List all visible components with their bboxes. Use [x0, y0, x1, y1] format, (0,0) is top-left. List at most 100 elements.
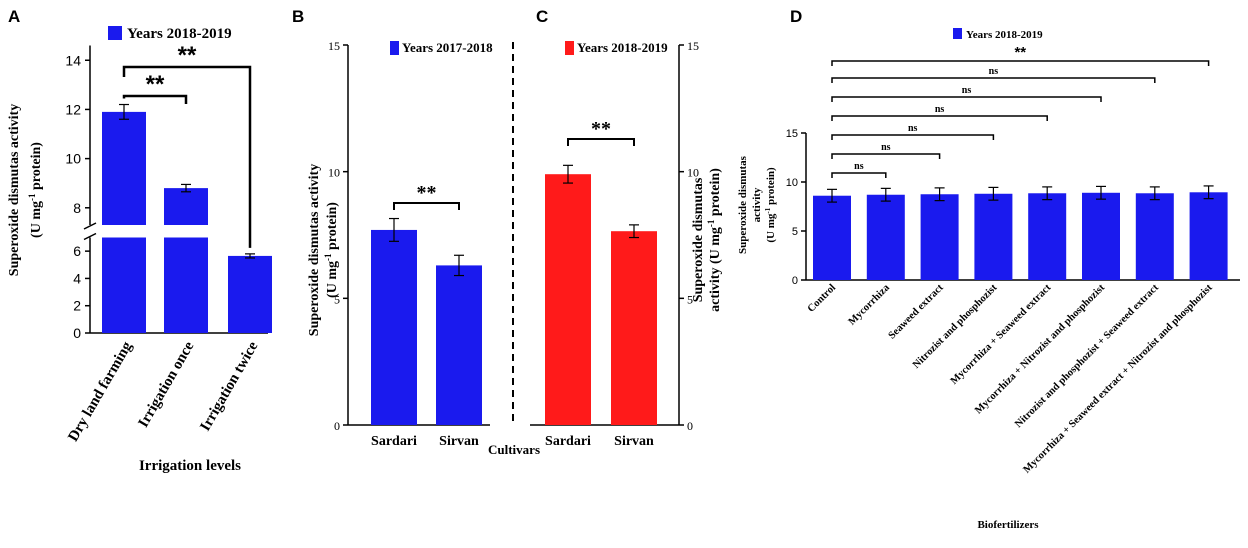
panel-d-legend-label: Years 2018-2019 — [966, 29, 1043, 41]
panel-a-ytick-label: 4 — [73, 270, 81, 286]
panel-a-legend-label: Years 2018-2019 — [127, 26, 232, 42]
panel-a-xlabels: Dry land farming Irrigation once Irrigatio… — [65, 339, 261, 445]
panel-d-sig-5-label: ns — [962, 85, 972, 96]
panel-d-sig-4-label: ns — [935, 104, 945, 115]
panel-c-letter: C — [536, 7, 548, 26]
panel-a: A Years 2018-2019 Superoxide dismutas ac… — [7, 7, 272, 474]
panel-a-sig-1-bracket — [122, 94, 188, 104]
panel-d-ylabel-line3: (U mg-1 protein) — [764, 167, 777, 243]
panel-a-sig-1-label: ** — [146, 71, 165, 98]
panel-b-legend-label: Years 2017-2018 — [402, 40, 493, 55]
panel-a-xlabel: Irrigation levels — [139, 458, 241, 474]
panel-a-bar — [102, 111, 146, 225]
panel-a-category-label: Irrigation twice — [197, 339, 261, 434]
panel-d-sig-3-label: ns — [908, 123, 918, 134]
panel-d-sig-2-label: ns — [881, 142, 891, 153]
panel-b-ylabel-line1: Superoxide dismutas activity — [307, 164, 322, 336]
panel-c-ylabel-line2: activity (U mg-1 protein) — [706, 168, 723, 312]
panel-d-bar — [920, 194, 959, 280]
panel-d-category-label: Control — [806, 282, 838, 314]
panel-a-bars: ** ** — [102, 42, 272, 333]
panel-c-ytick-label: 5 — [687, 292, 693, 306]
panel-d-ytick-label: 5 — [792, 226, 798, 238]
panel-c-ylabel-line1: Superoxide dismutas — [691, 177, 706, 302]
panel-a-ytick-label: 12 — [65, 101, 81, 117]
panel-a-axes: 0 2 4 6 8 10 12 14 — [65, 45, 268, 341]
panel-b-bar — [371, 229, 417, 425]
panel-c-legend-label: Years 2018-2019 — [577, 40, 668, 55]
panel-b-ytick-label: 0 — [334, 419, 340, 433]
panel-d-sig-1-bracket — [831, 172, 887, 178]
panel-c-category-label: Sardari — [545, 434, 591, 449]
panel-d-sig-2-bracket — [831, 153, 941, 159]
panel-a-bar — [164, 188, 208, 225]
panel-d-sig-7-bracket — [831, 60, 1210, 66]
panel-b-sig-bracket — [393, 202, 460, 210]
panel-d-ylabel-line1: Superoxide dismutas — [737, 155, 749, 254]
panel-a-ytick-label: 14 — [65, 52, 81, 68]
panel-d-category-label: Mycorrhiza — [847, 282, 893, 328]
panel-d-bar — [813, 195, 851, 280]
panel-c-sig-label: ** — [591, 118, 611, 140]
panel-b-category-label: Sirvan — [439, 434, 479, 449]
panel-d-sig-4-bracket — [831, 115, 1048, 121]
panel-d-bar — [1028, 193, 1067, 280]
panel-a-ytick-label: 0 — [73, 325, 81, 341]
panel-b-ytick-label: 10 — [328, 166, 340, 180]
panel-d-sig-6-label: ns — [989, 66, 999, 77]
panel-d-category-label: Mycorrhiza + Seaweed extract + Nitrozist… — [1021, 282, 1215, 476]
panel-d-bar — [974, 193, 1013, 280]
panel-a-bar-lower — [102, 237, 146, 333]
panel-a-axis-break-upper — [83, 222, 97, 230]
panel-d-sig-1-label: ns — [854, 161, 864, 172]
panel-d: D Years 2018-2019 Superoxide dismutas ac… — [737, 7, 1240, 531]
panel-d-legend-swatch — [953, 28, 962, 39]
panel-b-bars: Sardari Sirvan ** — [371, 182, 482, 449]
panel-c-ytick-label: 15 — [687, 39, 699, 53]
panel-d-sig-3-bracket — [831, 134, 995, 140]
panel-a-bar — [228, 255, 272, 333]
panel-a-letter: A — [8, 7, 20, 26]
panel-b-sig-label: ** — [417, 182, 437, 204]
panel-b-category-label: Sardari — [371, 434, 417, 449]
panel-d-sig-6-bracket — [831, 77, 1156, 83]
panel-d-bar — [1135, 193, 1174, 280]
panel-d-ytick-label: 0 — [792, 275, 798, 287]
panel-c-legend-swatch — [565, 41, 574, 55]
panel-a-ytick-label: 6 — [73, 243, 81, 259]
panel-c-ytick-label: 0 — [687, 419, 693, 433]
cultivars-label: Cultivars — [488, 442, 540, 457]
panel-d-category-label: Seaweed extract — [887, 282, 946, 341]
panel-c-sig-bracket — [567, 138, 635, 146]
panel-d-xlabel: Biofertilizers — [977, 519, 1039, 531]
panel-a-category-label: Irrigation once — [135, 339, 197, 431]
panel-a-ytick-label: 8 — [73, 200, 81, 216]
panel-a-bar-lower — [164, 237, 208, 333]
panel-a-ytick-label: 10 — [65, 151, 81, 167]
panel-b-ylabel-line2: (U mg-1 protein) — [323, 202, 340, 298]
panel-a-sig-2-bracket — [122, 65, 252, 248]
panel-a-category-label: Dry land farming — [65, 339, 135, 445]
panel-c-category-label: Sirvan — [614, 434, 654, 449]
panel-b-letter: B — [292, 7, 304, 26]
panel-a-legend-swatch — [108, 26, 122, 40]
panel-d-letter: D — [790, 7, 802, 26]
panel-d-sig-7-label: ** — [1014, 44, 1026, 61]
panel-b-ytick-label: 5 — [334, 292, 340, 306]
panel-a-ylabel-line2: (U mg-1 protein) — [27, 142, 44, 238]
panel-d-bar — [866, 194, 905, 280]
panel-a-ylabel-line1: Superoxide dismutas activity — [7, 104, 22, 276]
panel-d-sig-5-bracket — [831, 96, 1102, 102]
panel-a-axis-break-lower — [83, 232, 97, 241]
panel-c-ytick-label: 10 — [687, 166, 699, 180]
panel-d-significance: ns ns ns ns ns ns ** — [831, 44, 1210, 178]
panel-c-bar — [545, 174, 591, 425]
panel-d-ylabel-line2: activity — [751, 187, 763, 222]
panel-b: B Years 2017-2018 Superoxide dismutas ac… — [292, 7, 493, 449]
panel-d-category-label: Mycorrhiza + Seaweed extract — [949, 282, 1054, 387]
panel-c: C Years 2018-2019 Superoxide dismutas ac… — [530, 7, 723, 449]
panel-d-bars — [813, 185, 1228, 280]
panel-d-bar — [1082, 192, 1120, 280]
